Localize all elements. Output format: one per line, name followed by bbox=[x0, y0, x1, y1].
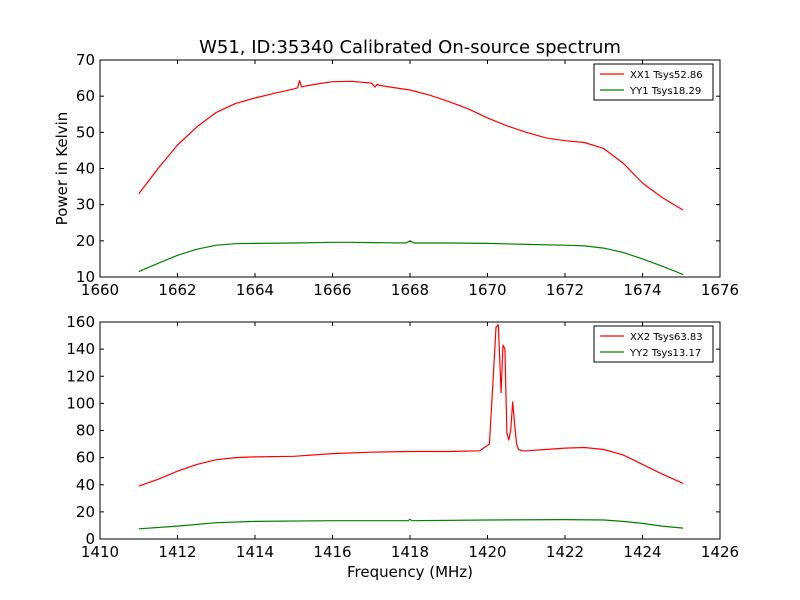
x-tick-label: 1424 bbox=[623, 543, 661, 561]
x-tick-label: 1660 bbox=[81, 281, 119, 299]
legend-box bbox=[593, 325, 714, 363]
y-tick-label: 40 bbox=[76, 160, 95, 178]
x-tick-label: 1674 bbox=[623, 281, 661, 299]
x-tick-label: 1662 bbox=[158, 281, 196, 299]
x-tick-label: 1418 bbox=[391, 543, 429, 561]
x-tick-label: 1410 bbox=[81, 543, 119, 561]
x-tick-label: 1670 bbox=[468, 281, 506, 299]
y-tick-label: 10 bbox=[76, 268, 95, 286]
y-axis-label: Power in Kelvin bbox=[53, 112, 71, 226]
y-tick-label: 80 bbox=[76, 422, 95, 440]
legend-box bbox=[593, 63, 714, 101]
y-tick-label: 120 bbox=[66, 367, 95, 385]
lower-panel-xx2-yy2: 1410 1412 1414 1416 1418 1420 1422 1424 1426 0 20 4… bbox=[66, 313, 739, 581]
y-tick-label: 160 bbox=[66, 313, 95, 331]
legend-label-2: YY2 Tsys13.17 bbox=[629, 348, 701, 359]
x-tick-label: 1676 bbox=[701, 281, 739, 299]
y-tick-label: 20 bbox=[76, 232, 95, 250]
legend-label-1: XX2 Tsys63.83 bbox=[630, 332, 703, 343]
y-tick-label: 40 bbox=[76, 476, 95, 494]
series-line-2 bbox=[138, 518, 684, 530]
x-tick-label: 1426 bbox=[701, 543, 739, 561]
x-tick-label: 1412 bbox=[158, 543, 196, 561]
y-tick-label: 140 bbox=[66, 340, 95, 358]
x-tick-label: 1420 bbox=[468, 543, 506, 561]
y-tick-label: 0 bbox=[85, 530, 95, 548]
y-tick-label: 60 bbox=[76, 87, 95, 105]
y-tick-label: 50 bbox=[76, 123, 95, 141]
series-line-2 bbox=[138, 240, 684, 276]
x-tick-label: 1422 bbox=[546, 543, 584, 561]
x-tick-label: 1664 bbox=[236, 281, 274, 299]
x-tick-label: 1414 bbox=[236, 543, 274, 561]
y-tick-label: 100 bbox=[66, 394, 95, 412]
x-tick-label: 1416 bbox=[313, 543, 351, 561]
series-line-1 bbox=[138, 324, 684, 487]
x-tick-label: 1668 bbox=[391, 281, 429, 299]
y-tick-label: 70 bbox=[76, 51, 95, 69]
x-tick-label: 1666 bbox=[313, 281, 351, 299]
y-tick-label: 20 bbox=[76, 503, 95, 521]
x-tick-label: 1672 bbox=[546, 281, 584, 299]
figure-title: W51, ID:35340 Calibrated On-source spect… bbox=[199, 37, 621, 58]
series-line-1 bbox=[138, 79, 684, 211]
upper-panel-xx1-yy1: 1660 1662 1664 1666 1668 1670 1672 1674 1676 10 20… bbox=[53, 51, 739, 299]
legend-label-2: YY1 Tsys18.29 bbox=[629, 86, 701, 97]
y-tick-label: 60 bbox=[76, 449, 95, 467]
x-axis-label: Frequency (MHz) bbox=[347, 563, 473, 581]
legend-label-1: XX1 Tsys52.86 bbox=[630, 70, 703, 81]
y-tick-label: 30 bbox=[76, 196, 95, 214]
